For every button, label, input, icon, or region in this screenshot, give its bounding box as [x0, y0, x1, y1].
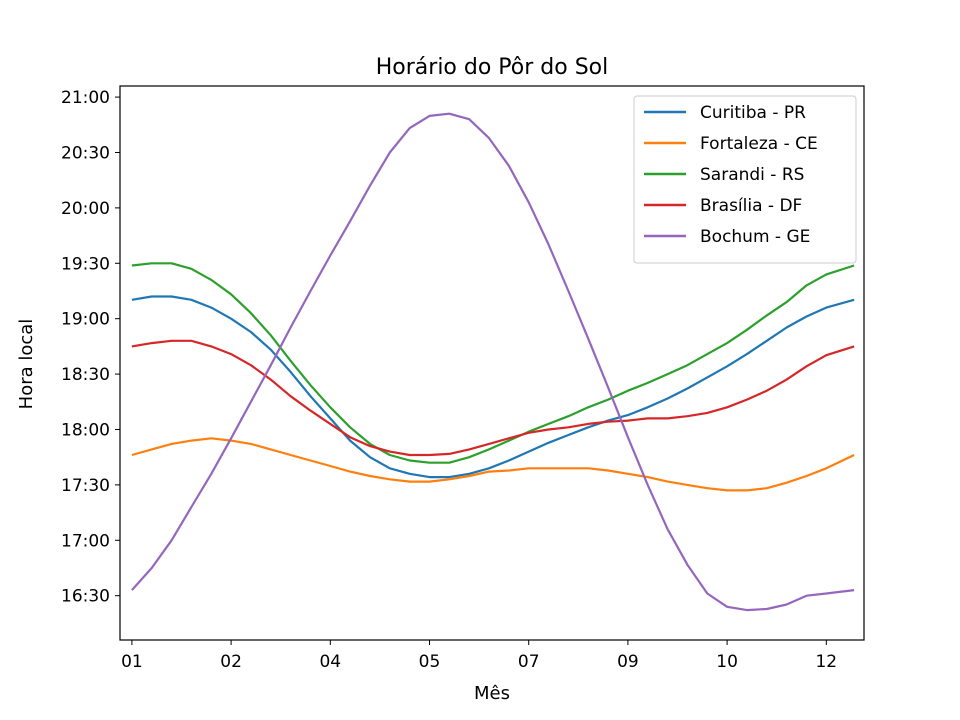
- chart-title: Horário do Pôr do Sol: [376, 55, 609, 80]
- y-tick-label-6: 19:30: [61, 254, 110, 274]
- x-tick-label-5: 09: [617, 652, 639, 672]
- y-axis: 16:30 17:00 17:30 18:00 18:30 19:00 19:30 20:00…: [61, 88, 120, 607]
- series-layer: [131, 112, 855, 612]
- series-line-3: [131, 339, 855, 457]
- series-line-2: [131, 262, 855, 464]
- y-axis-label: Hora local: [16, 319, 37, 410]
- y-tick-label-3: 18:00: [61, 420, 110, 440]
- legend-box: [633, 95, 857, 264]
- legend-label-4: Bochum - GE: [700, 227, 810, 247]
- x-axis-label: Mês: [474, 683, 510, 704]
- series-line-4: [131, 112, 855, 612]
- y-tick-label-4: 18:30: [61, 365, 110, 385]
- legend-label-0: Curitiba - PR: [700, 103, 806, 123]
- legend-label-2: Sarandi - RS: [700, 165, 804, 185]
- x-tick-label-3: 05: [419, 652, 441, 672]
- x-tick-label-6: 10: [716, 652, 738, 672]
- y-tick-label-8: 20:30: [61, 143, 110, 163]
- legend: Curitiba - PR Fortaleza - CE Sarandi - RS B…: [633, 95, 857, 264]
- y-tick-label-5: 19:00: [61, 310, 110, 330]
- y-tick-label-2: 17:30: [61, 476, 110, 496]
- legend-label-3: Brasília - DF: [700, 196, 802, 216]
- y-tick-label-7: 20:00: [61, 199, 110, 219]
- y-tick-label-0: 16:30: [61, 587, 110, 607]
- y-tick-label-1: 17:00: [61, 531, 110, 551]
- x-axis: 01 02 04 05 07 09 10 12: [121, 640, 837, 672]
- plot-frame: [119, 85, 865, 641]
- y-tick-label-9: 21:00: [61, 88, 110, 108]
- x-tick-label-2: 04: [319, 652, 341, 672]
- legend-label-1: Fortaleza - CE: [700, 134, 818, 154]
- x-tick-label-0: 01: [121, 652, 143, 672]
- x-tick-label-4: 07: [518, 652, 540, 672]
- x-tick-label-7: 12: [815, 652, 837, 672]
- x-tick-label-1: 02: [220, 652, 242, 672]
- series-line-1: [131, 437, 855, 492]
- series-line-0: [131, 295, 855, 479]
